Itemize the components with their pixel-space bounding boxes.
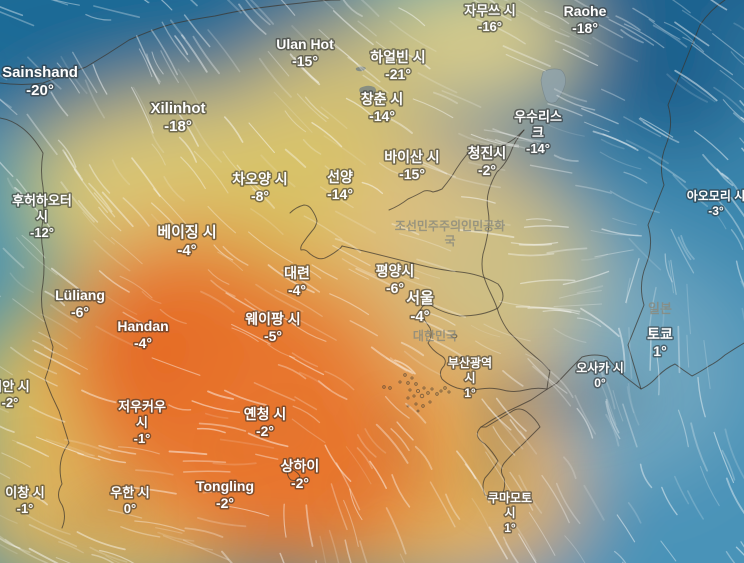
svg-text:1°: 1° [653,343,666,359]
svg-text:Ulan Hot: Ulan Hot [276,36,334,52]
svg-text:웨이팡 시: 웨이팡 시 [245,311,300,327]
svg-text:옌청 시: 옌청 시 [244,406,287,422]
svg-text:Tongling: Tongling [196,478,254,494]
svg-text:-2°: -2° [2,395,19,410]
svg-text:-6°: -6° [71,304,89,320]
svg-text:시: 시 [36,209,48,224]
svg-text:-2°: -2° [256,423,274,439]
svg-text:베이징 시: 베이징 시 [157,224,216,241]
svg-text:-4°: -4° [288,282,306,298]
svg-text:청진시: 청진시 [468,145,507,161]
svg-text:-12°: -12° [30,225,54,240]
svg-text:저우커우: 저우커우 [118,399,166,414]
svg-text:이창 시: 이창 시 [5,485,45,500]
svg-text:Handan: Handan [117,318,168,334]
svg-text:-1°: -1° [17,501,34,516]
svg-text:평양시: 평양시 [376,263,415,279]
svg-text:-2°: -2° [478,162,496,178]
svg-text:-2°: -2° [216,495,234,511]
svg-text:크: 크 [532,125,544,140]
svg-text:국: 국 [444,234,455,248]
svg-text:아오모리 시: 아오모리 시 [687,188,744,203]
svg-text:Lüliang: Lüliang [55,287,105,303]
svg-text:자무쓰 시: 자무쓰 시 [464,3,515,18]
svg-text:서울: 서울 [406,290,434,307]
svg-text:-5°: -5° [264,328,282,344]
svg-text:-15°: -15° [292,53,318,69]
svg-text:시안 시: 시안 시 [0,379,30,394]
svg-text:대한민국: 대한민국 [413,328,457,343]
svg-text:-16°: -16° [478,19,502,34]
svg-text:1°: 1° [504,521,516,535]
svg-text:-20°: -20° [26,82,54,99]
svg-text:-4°: -4° [134,335,152,351]
svg-text:Raohe: Raohe [564,3,607,19]
svg-text:조선민주주의인민공화: 조선민주주의인민공화 [395,218,505,233]
svg-text:시: 시 [136,415,148,430]
svg-text:-14°: -14° [369,108,395,124]
svg-text:시: 시 [504,506,515,520]
svg-text:0°: 0° [594,376,606,390]
svg-text:1°: 1° [464,386,476,400]
svg-text:Sainshand: Sainshand [2,64,78,81]
svg-text:창춘 시: 창춘 시 [361,91,404,107]
svg-text:-8°: -8° [251,188,269,204]
svg-text:차오양 시: 차오양 시 [232,171,287,187]
svg-text:-6°: -6° [386,280,404,296]
svg-text:-15°: -15° [399,166,425,182]
svg-text:토쿄: 토쿄 [647,326,673,342]
svg-text:하얼빈 시: 하얼빈 시 [370,49,425,65]
svg-text:-4°: -4° [410,308,429,325]
svg-text:0°: 0° [124,501,136,516]
svg-text:-4°: -4° [177,242,196,259]
svg-text:-18°: -18° [572,20,598,36]
svg-text:상하이: 상하이 [281,458,320,474]
svg-text:쿠마모토: 쿠마모토 [488,490,532,505]
svg-text:-1°: -1° [134,431,151,446]
svg-text:대련: 대련 [284,265,310,281]
svg-text:-21°: -21° [385,66,411,82]
svg-text:바이산 시: 바이산 시 [384,149,439,165]
svg-text:-14°: -14° [327,186,353,202]
svg-text:시: 시 [464,371,475,385]
svg-text:오사카 시: 오사카 시 [576,360,624,375]
svg-text:Xilinhot: Xilinhot [151,100,206,117]
svg-text:일본: 일본 [648,301,672,316]
svg-text:후허하오터: 후허하오터 [12,193,72,208]
svg-text:부산광역: 부산광역 [448,355,492,370]
svg-text:-2°: -2° [291,475,309,491]
svg-text:선양: 선양 [327,169,353,185]
svg-text:-3°: -3° [708,204,724,218]
svg-text:-14°: -14° [526,141,550,156]
svg-text:우수리스: 우수리스 [514,109,562,124]
svg-text:-18°: -18° [164,118,192,135]
svg-text:우한 시: 우한 시 [110,485,150,500]
